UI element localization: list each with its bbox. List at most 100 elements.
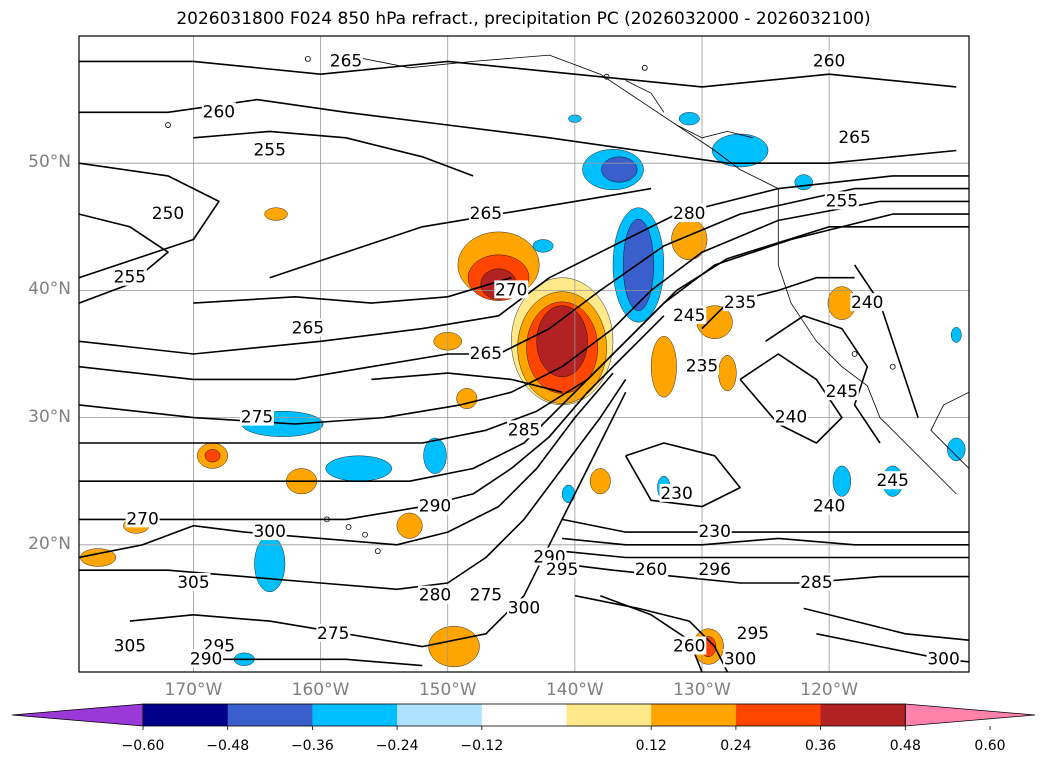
island-outline [889, 363, 896, 370]
contour-line [701, 276, 855, 330]
colorbar-tick-label: 0.24 [720, 738, 752, 754]
contour-line [193, 658, 423, 667]
contour-label-bg [240, 407, 274, 426]
contour-label-bg [824, 191, 859, 210]
island-outline [165, 122, 171, 128]
contour-label: 235 [686, 357, 718, 377]
contour-label-bg [418, 496, 452, 515]
contour-label: 260 [673, 637, 705, 657]
contour-line [79, 315, 665, 521]
contour-label-bg [468, 585, 503, 604]
contour-label-bg [799, 572, 834, 591]
colorbar-tick-label: −0.12 [460, 738, 504, 754]
contour-label-bg [151, 204, 185, 223]
contour-label: 285 [800, 573, 832, 593]
contour-label-bg [685, 356, 719, 375]
contour-label-bg [659, 483, 694, 502]
contour-label: 240 [813, 497, 845, 517]
precip-fill [456, 388, 478, 409]
contour-label: 275 [470, 586, 502, 606]
contour-label: 230 [698, 522, 730, 542]
colorbar-segment [312, 704, 398, 726]
precip-fill [947, 437, 966, 462]
contour-label: 300 [508, 598, 540, 618]
contour-label-bg [125, 509, 160, 528]
contour-label-bg [189, 649, 224, 668]
contour-line [562, 550, 969, 559]
precip-fill [428, 626, 480, 668]
coastline-layer [165, 52, 969, 555]
contour-line [79, 162, 220, 279]
contour-label: 295 [546, 560, 578, 580]
colorbar-tick-label: 0.12 [635, 738, 667, 754]
precip-fill [561, 484, 576, 504]
precip-fill [589, 468, 611, 495]
precip-fill [832, 465, 851, 497]
contour-label: 280 [673, 204, 705, 224]
colorbar-segment [143, 704, 229, 726]
contour-line [193, 130, 474, 177]
contour-line [562, 537, 969, 546]
contour-label: 295 [737, 624, 769, 644]
contour-label-bg [812, 496, 847, 515]
contour-label-bg [723, 649, 758, 668]
precip-fill [951, 327, 962, 343]
latitude-label: 50°N [28, 152, 71, 173]
precip-fill [601, 156, 638, 183]
colorbar-tick-label: −0.36 [290, 738, 334, 754]
contour-label: 300 [253, 522, 285, 542]
contour-label: 255 [826, 191, 858, 211]
contour-label: 275 [241, 408, 273, 428]
contour-label: 240 [775, 408, 807, 428]
contour-line [561, 518, 969, 533]
contour-label: 265 [470, 204, 502, 224]
precip-fill [532, 239, 554, 253]
longitude-label: 120°W [800, 680, 859, 700]
contour-label: 245 [826, 382, 858, 402]
contour-label-bg [507, 420, 541, 439]
contour-line [803, 607, 969, 641]
colorbar-frame [142, 703, 906, 727]
contour-line [269, 187, 652, 279]
contour-label-bg [812, 51, 847, 70]
contour-label-bg [112, 267, 147, 286]
contour-label: 230 [660, 484, 692, 504]
island-outline [641, 64, 648, 71]
contour-line [79, 372, 614, 559]
precip-fill [794, 174, 813, 191]
contour-line [371, 372, 563, 393]
contour-label-bg [316, 623, 351, 642]
contour-label-bg [697, 560, 732, 579]
longitude-label: 160°W [291, 680, 350, 700]
colorbar-segment [820, 704, 906, 726]
colorbar-tick-label: 0.60 [974, 738, 1006, 754]
latitude-label: 40°N [28, 279, 71, 300]
contour-label: 305 [114, 637, 146, 657]
island-outline [345, 524, 352, 530]
contour-label: 275 [317, 624, 349, 644]
latitude-label: 30°N [28, 406, 71, 427]
contour-label-bg [545, 560, 580, 579]
island-outline [603, 73, 610, 80]
colorbar-tick-label: −0.24 [375, 738, 419, 754]
precip-fill [423, 437, 447, 474]
contour-label-bg [875, 471, 910, 490]
colorbar-segment [397, 704, 483, 726]
coastline [625, 80, 665, 113]
colorbar-tick-label: 0.48 [889, 738, 921, 754]
precip-fill [622, 218, 654, 311]
contour-line [765, 315, 881, 444]
contour-label-bg [723, 293, 758, 312]
contour-label-bg [850, 293, 885, 312]
contour-label: 265 [330, 51, 362, 71]
contour-line [625, 442, 741, 508]
contour-label: 260 [203, 102, 235, 122]
precip-fill [396, 512, 423, 539]
contour-label: 296 [698, 560, 730, 580]
precip-fill [325, 455, 392, 482]
coastline [676, 124, 753, 139]
longitude-label: 130°W [673, 680, 731, 700]
latitude-label: 20°N [28, 533, 71, 554]
contour-label: 240 [851, 293, 883, 313]
chart-title: 2026031800 F024 850 hPa refract., precip… [176, 9, 871, 29]
